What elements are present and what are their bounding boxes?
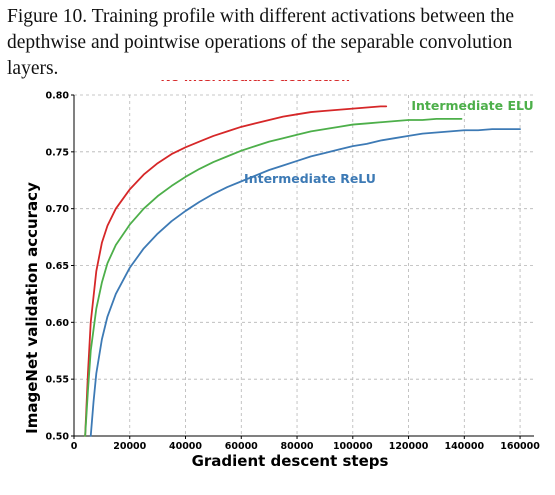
x-tick-label: 100000 — [333, 441, 373, 452]
y-tick-label: 0.75 — [46, 147, 69, 158]
labels-layer: No intermediate activation Intermediate E… — [160, 69, 533, 186]
x-tick-label: 60000 — [225, 441, 258, 452]
grid-layer — [74, 94, 534, 436]
y-tick-label: 0.50 — [46, 432, 70, 443]
series-label-1: No intermediate activation — [160, 80, 350, 84]
line-chart: 0 20000 40000 60000 80000 100000 120000 140000 1… — [23, 69, 541, 470]
series-label-2: Intermediate ELU — [411, 98, 533, 113]
y-tick-label: 0.65 — [46, 261, 69, 272]
x-tick-label: 120000 — [389, 441, 429, 452]
series-layer — [84, 105, 521, 437]
x-axis-label: Gradient descent steps — [192, 452, 389, 470]
x-tick-label: 40000 — [169, 441, 202, 452]
series-line-3 — [89, 128, 521, 437]
series-line-2 — [84, 117, 463, 437]
x-tick-label: 20000 — [113, 441, 146, 452]
y-tick-label: 0.60 — [46, 318, 70, 329]
y-tick-label: 0.80 — [46, 91, 70, 102]
y-tick-label: 0.70 — [46, 204, 70, 215]
x-tick-label: 160000 — [500, 441, 540, 452]
series-line-1 — [84, 105, 388, 437]
chart-container: 0 20000 40000 60000 80000 100000 120000 140000 1… — [0, 69, 555, 490]
figure-caption: Figure 10. Training profile with differe… — [7, 6, 515, 79]
series-label-3: Intermediate ReLU — [244, 171, 376, 186]
x-tick-label: 80000 — [280, 441, 313, 452]
x-tick-label: 140000 — [444, 441, 484, 452]
x-tick-label: 0 — [71, 441, 78, 452]
axes-layer: 0 20000 40000 60000 80000 100000 120000 140000 1… — [46, 91, 541, 453]
y-tick-label: 0.55 — [46, 375, 69, 386]
y-axis-label: ImageNet validation accuracy — [23, 182, 41, 434]
